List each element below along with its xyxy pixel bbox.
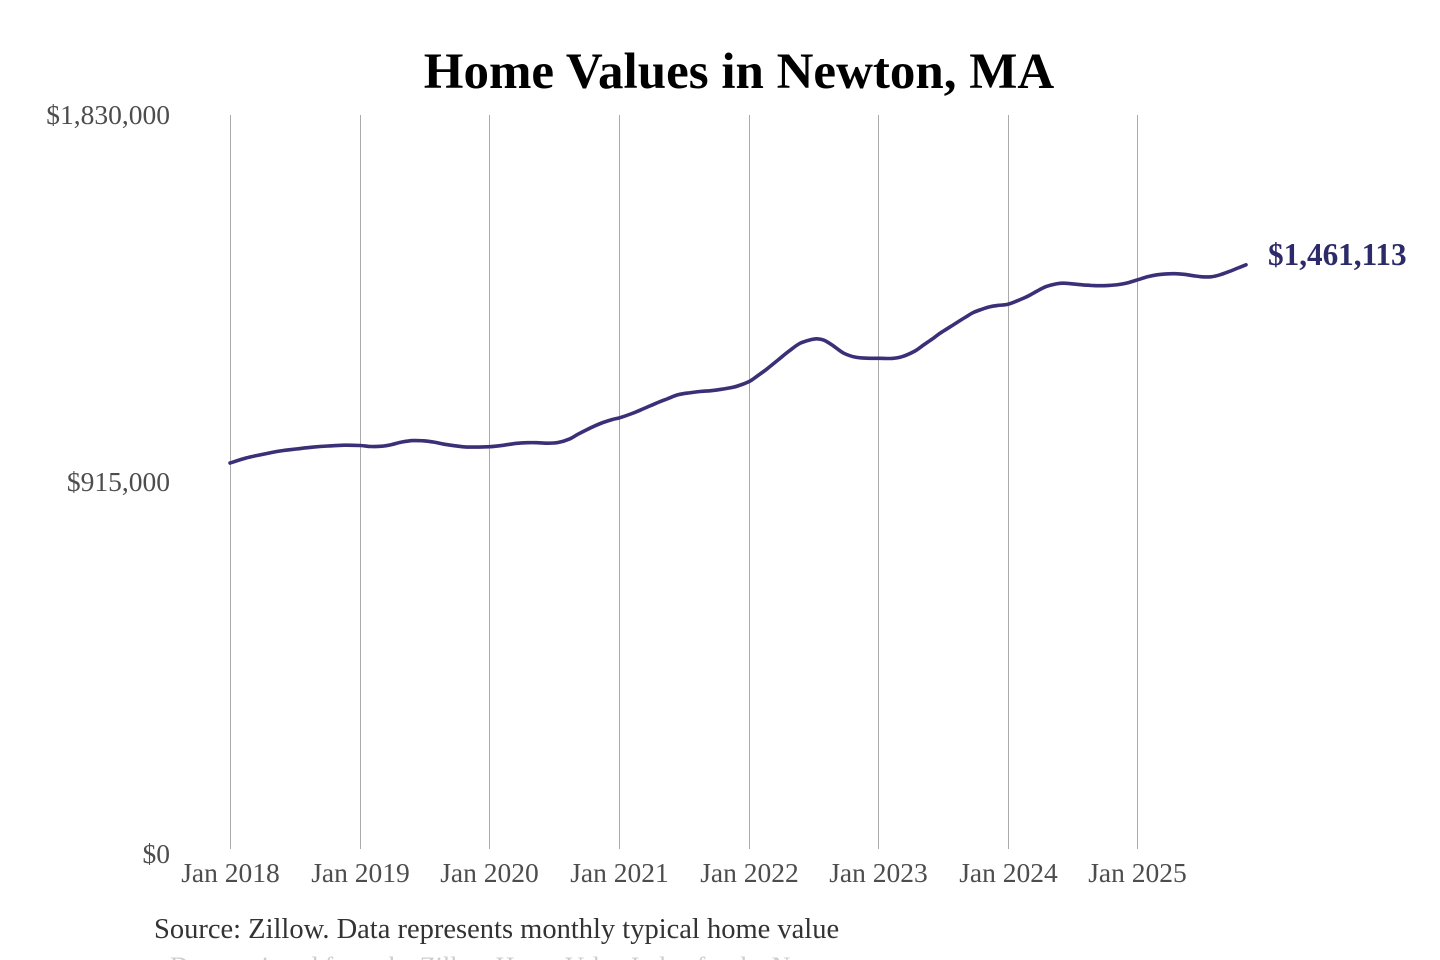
svg-text:Jan 2025: Jan 2025	[1088, 857, 1187, 888]
svg-text:Jan 2020: Jan 2020	[440, 857, 539, 888]
svg-text:Jan 2023: Jan 2023	[829, 857, 928, 888]
svg-text:$915,000: $915,000	[67, 466, 170, 497]
svg-text:Data retrieved from the Zillow: Data retrieved from the Zillow Home Valu…	[170, 952, 904, 960]
svg-text:Home Values in Newton, MA: Home Values in Newton, MA	[424, 44, 1055, 100]
svg-text:Jan 2024: Jan 2024	[959, 857, 1058, 888]
svg-text:$1,830,000: $1,830,000	[46, 99, 170, 130]
svg-text:$1,461,113: $1,461,113	[1268, 237, 1407, 272]
svg-text:Jan 2022: Jan 2022	[700, 857, 799, 888]
svg-text:$0: $0	[143, 838, 171, 869]
svg-text:Jan 2021: Jan 2021	[570, 857, 669, 888]
svg-text:Source: Zillow. Data represent: Source: Zillow. Data represents monthly …	[154, 914, 839, 945]
svg-text:Jan 2018: Jan 2018	[181, 857, 280, 888]
svg-text:Jan 2019: Jan 2019	[311, 857, 410, 888]
